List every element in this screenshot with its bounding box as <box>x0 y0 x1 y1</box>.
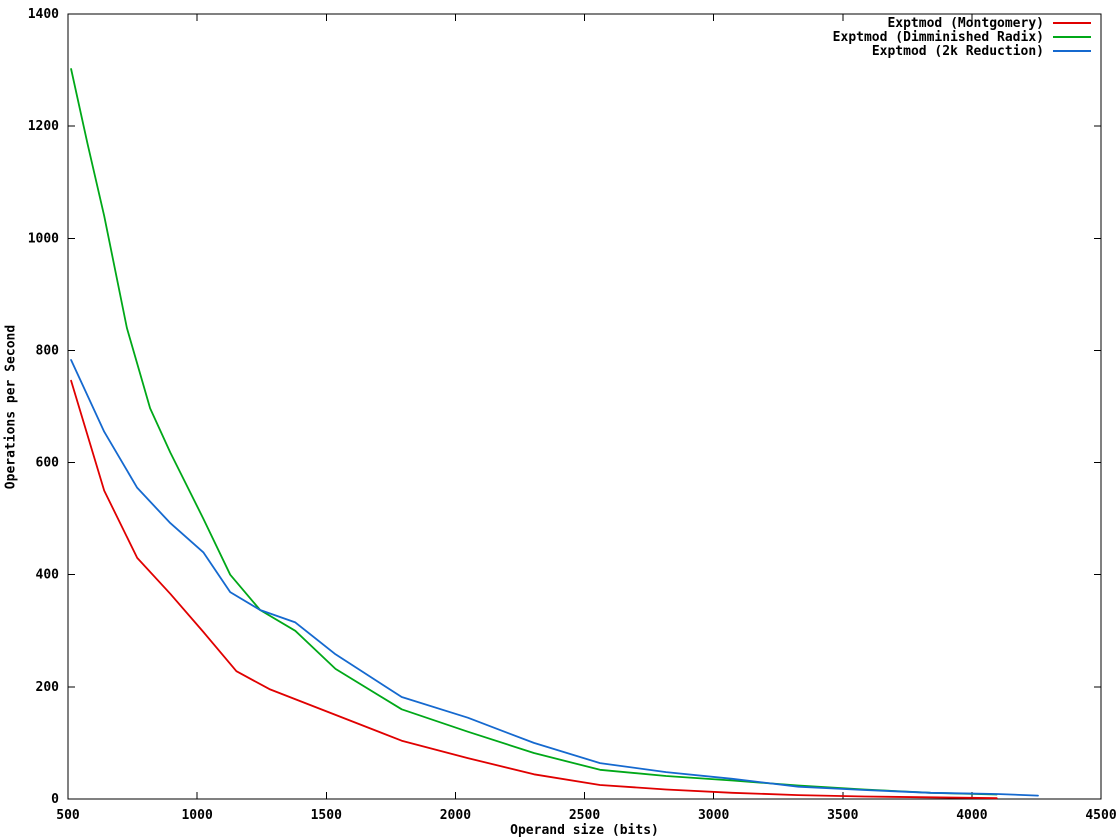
legend-label-montgomery: Exptmod (Montgomery) <box>887 15 1044 31</box>
y-tick-label: 0 <box>51 792 59 807</box>
legend-row-2k-reduction: Exptmod (2k Reduction) <box>833 43 1091 59</box>
y-tick-label: 600 <box>36 456 60 471</box>
series-line-2 <box>70 359 1039 797</box>
legend-label-2k-reduction: Exptmod (2k Reduction) <box>871 43 1044 59</box>
legend-row-dimminished-radix: Exptmod (Dimminished Radix) <box>832 29 1091 45</box>
y-tick-label: 200 <box>36 680 60 695</box>
series-line-0 <box>70 379 998 800</box>
y-tick-label: 1200 <box>28 119 59 134</box>
legend-line-montgomery-icon <box>1053 22 1091 24</box>
x-tick-label: 2000 <box>440 808 471 823</box>
legend-label-dimminished-radix: Exptmod (Dimminished Radix) <box>832 29 1044 45</box>
legend-line-2k-reduction-icon <box>1053 50 1091 52</box>
y-tick-label: 400 <box>36 568 60 583</box>
legend-row-montgomery: Exptmod (Montgomery) <box>833 15 1091 31</box>
x-axis-title: Operand size (bits) <box>510 823 659 838</box>
plot-border <box>67 13 1102 800</box>
legend-line-dimminished-radix-icon <box>1053 36 1091 38</box>
y-tick-label: 1000 <box>28 231 59 246</box>
x-tick-label: 2500 <box>569 808 600 823</box>
x-tick-label: 1500 <box>311 808 342 823</box>
x-tick-label: 3000 <box>698 808 729 823</box>
y-tick-label: 800 <box>36 343 60 358</box>
x-tick-label: 1000 <box>181 808 212 823</box>
series-line-1 <box>70 68 998 796</box>
x-tick-label: 4500 <box>1085 808 1116 823</box>
x-tick-label: 500 <box>56 808 80 823</box>
x-tick-label: 4000 <box>956 808 987 823</box>
y-axis-title: Operations per Second <box>3 324 19 490</box>
legend: Exptmod (Montgomery) Exptmod (Dimminishe… <box>832 15 1091 59</box>
x-tick-label: 3500 <box>827 808 858 823</box>
y-tick-label: 1400 <box>28 7 59 22</box>
